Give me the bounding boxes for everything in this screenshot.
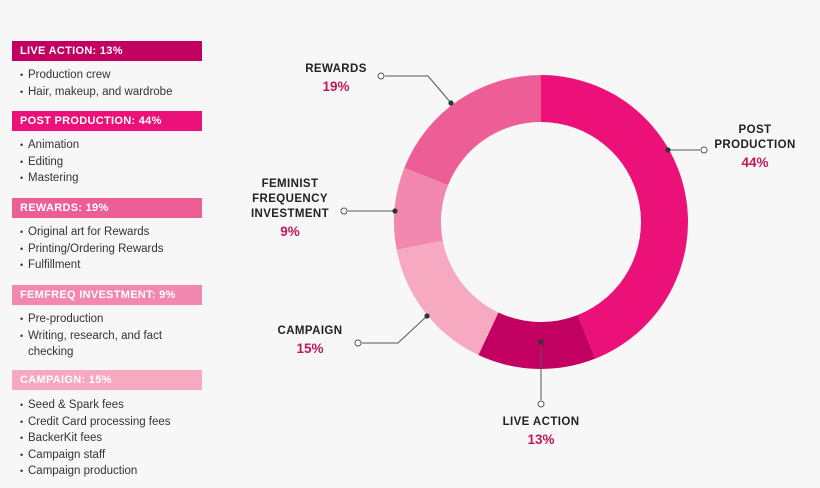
leader-end-post-production xyxy=(700,146,708,154)
donut-slice-feminist-frequency-investment xyxy=(394,167,449,250)
list-item: Original art for Rewards xyxy=(20,224,210,241)
list-item: Animation xyxy=(20,137,210,154)
slice-label-feminist-frequency-investment: FEMINIST xyxy=(262,178,319,190)
leader-end-feminist-frequency-investment xyxy=(340,207,348,215)
leader-dot-post-production xyxy=(665,147,671,153)
donut-slice-live action xyxy=(478,312,596,369)
legend-list-live-action: Production crew Hair, makeup, and wardro… xyxy=(20,67,210,100)
slice-percent-campaign: 15% xyxy=(296,341,323,356)
leader-end-live action xyxy=(537,400,545,408)
legend-header-post-production: POST PRODUCTION: 44% xyxy=(12,111,202,131)
list-item: Production crew xyxy=(20,67,210,84)
list-item: Fulfillment xyxy=(20,257,210,274)
legend-header-rewards: REWARDS: 19% xyxy=(12,198,202,218)
legend-list-femfreq-investment: Pre-production Writing, research, and fa… xyxy=(20,311,210,361)
legend-panel: LIVE ACTION: 13% Production crew Hair, m… xyxy=(0,0,220,488)
legend-list-rewards: Original art for Rewards Printing/Orderi… xyxy=(20,224,210,274)
list-item: Writing, research, and fact checking xyxy=(20,328,210,361)
slice-label-campaign: CAMPAIGN xyxy=(278,325,343,337)
list-item: Credit Card processing fees xyxy=(20,414,210,431)
list-item: Printing/Ordering Rewards xyxy=(20,241,210,258)
leader-line-campaign xyxy=(362,315,428,344)
leader-dot-rewards xyxy=(448,100,454,106)
legend-header-live-action: LIVE ACTION: 13% xyxy=(12,41,202,61)
slice-label-rewards: REWARDS xyxy=(305,63,367,75)
leader-end-rewards xyxy=(377,72,385,80)
list-item: Editing xyxy=(20,154,210,171)
leader-dot-live action xyxy=(538,339,544,345)
leader-line-rewards xyxy=(385,75,452,104)
slice-label-post-production: PRODUCTION xyxy=(714,139,795,151)
leader-end-campaign xyxy=(354,339,362,347)
donut-slice-post-production xyxy=(541,75,689,359)
legend-header-campaign: CAMPAIGN: 15% xyxy=(12,370,202,390)
legend-header-femfreq-investment: FEMFREQ INVESTMENT: 9% xyxy=(12,285,202,305)
slice-percent-feminist-frequency-investment: 9% xyxy=(280,224,300,239)
donut-slice-campaign xyxy=(396,240,499,356)
leader-dot-campaign xyxy=(424,313,430,319)
slice-percent-post-production: 44% xyxy=(741,155,768,170)
donut-slice-rewards xyxy=(404,75,541,186)
slice-label-feminist-frequency-investment: FREQUENCY xyxy=(252,193,328,205)
list-item: Mastering xyxy=(20,170,210,187)
legend-list-campaign: Seed & Spark fees Credit Card processing… xyxy=(20,397,210,480)
list-item: Pre-production xyxy=(20,311,210,328)
slice-percent-live action: 13% xyxy=(527,432,554,447)
slice-label-live action: LIVE ACTION xyxy=(503,416,580,428)
slice-label-post-production: POST xyxy=(739,124,772,136)
list-item: BackerKit fees xyxy=(20,430,210,447)
legend-list-post-production: Animation Editing Mastering xyxy=(20,137,210,187)
list-item: Hair, makeup, and wardrobe xyxy=(20,84,210,101)
leader-dot-feminist-frequency-investment xyxy=(392,208,398,214)
slice-label-feminist-frequency-investment: INVESTMENT xyxy=(251,208,329,220)
list-item: Campaign staff xyxy=(20,447,210,464)
slice-percent-rewards: 19% xyxy=(322,79,349,94)
list-item: Campaign production xyxy=(20,463,210,480)
list-item: Seed & Spark fees xyxy=(20,397,210,414)
